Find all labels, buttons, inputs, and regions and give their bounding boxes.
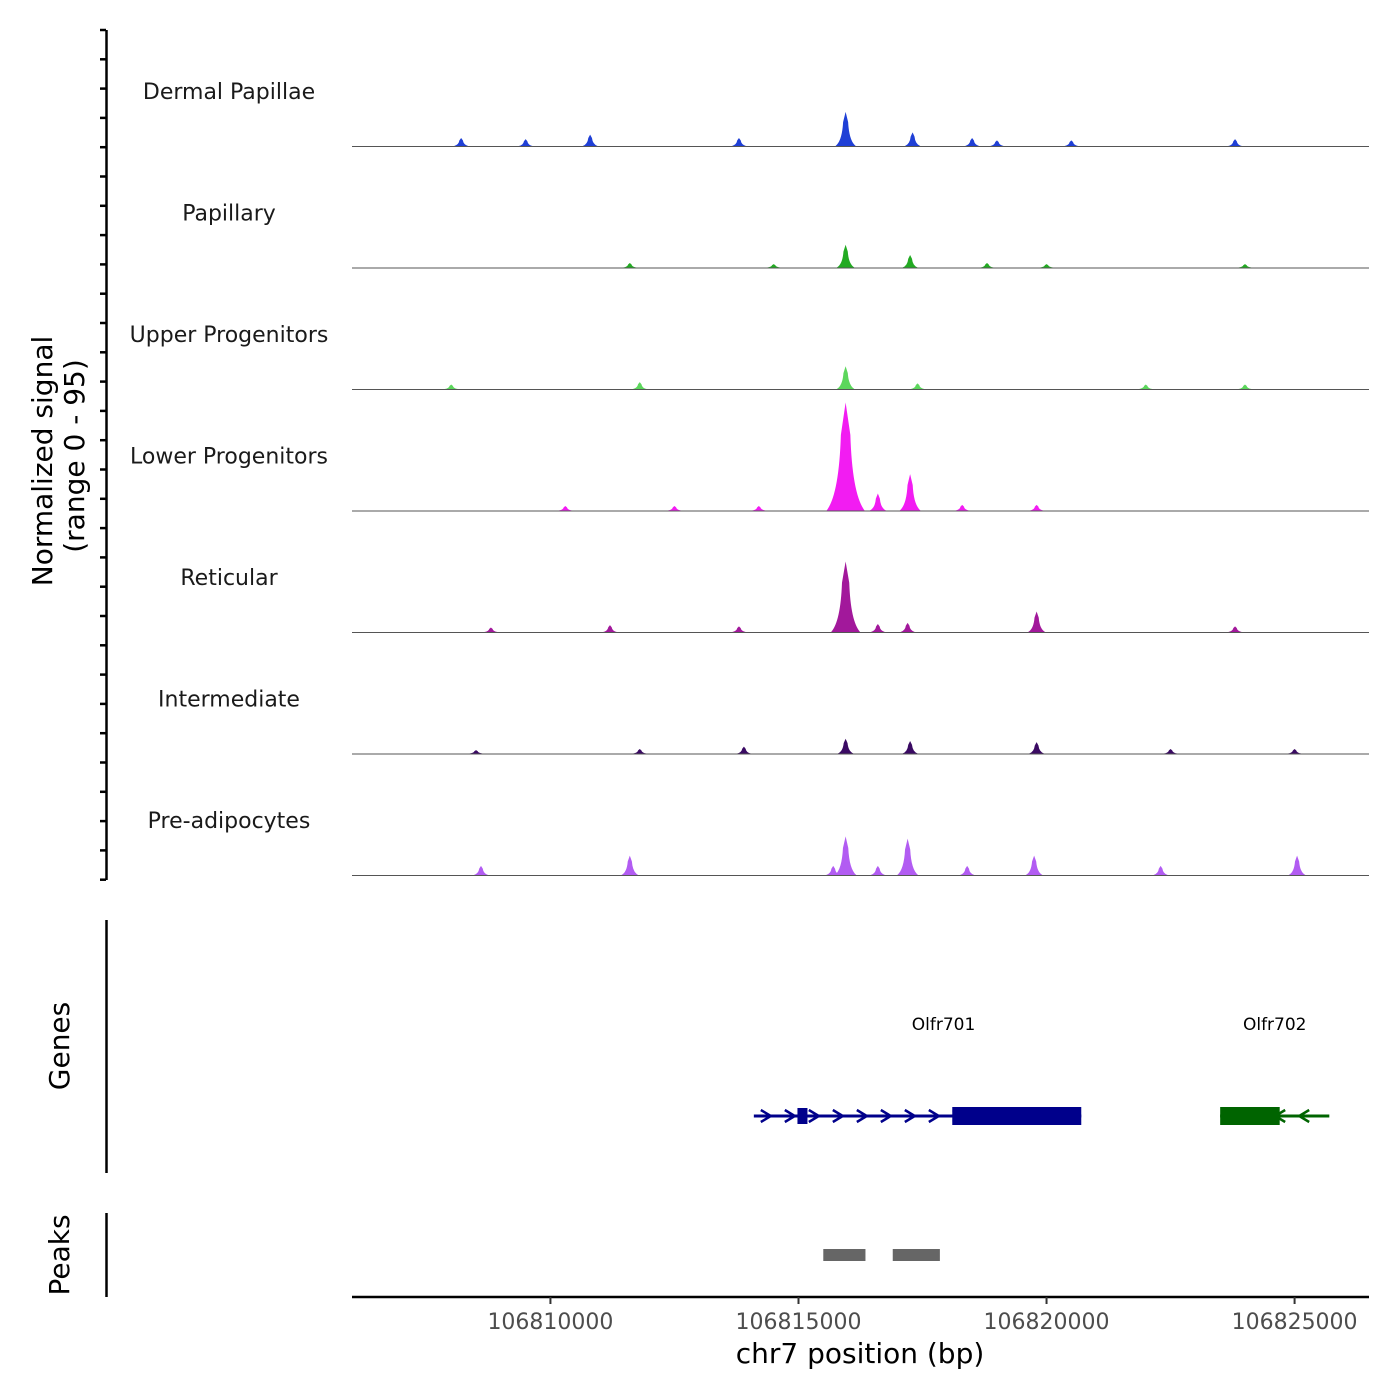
coverage-peak (826, 402, 865, 511)
gene-exon (797, 1108, 808, 1124)
y-axis-title: Normalized signal (26, 336, 59, 587)
coverage-peak (902, 740, 918, 754)
coverage-peak (1029, 742, 1044, 754)
coverage-peak (960, 865, 975, 875)
coverage-peak (902, 254, 918, 268)
genes-panel-title: Genes (43, 1002, 76, 1090)
coverage-peak (990, 140, 1004, 146)
track-label: Upper Progenitors (130, 323, 329, 348)
coverage-peak (518, 139, 533, 146)
coverage-peak (752, 505, 766, 511)
x-axis-ticks: 106810000 106815000 106820000 106825000 (487, 1297, 1358, 1335)
coverage-peak (1228, 139, 1242, 146)
x-tick-label: 106820000 (984, 1310, 1110, 1335)
coverage-peak (904, 132, 921, 146)
strand-arrow (856, 1108, 870, 1124)
coverage-peak (484, 627, 498, 632)
coverage-peak (1029, 504, 1044, 511)
coverage-peak (836, 244, 855, 268)
track-label: Dermal Papillae (143, 80, 315, 105)
track-label: Intermediate (158, 688, 300, 713)
coverage-peak (1139, 384, 1153, 389)
peaks-panel-title: Peaks (43, 1214, 76, 1295)
coverage-peak (826, 865, 841, 875)
coverage-peak (737, 746, 751, 754)
gene-name-label: Olfr702 (1243, 1015, 1307, 1035)
coverage-peak (1028, 611, 1046, 632)
strand-arrow (760, 1108, 774, 1124)
coverage-peak (869, 493, 886, 511)
coverage-peak (1064, 140, 1079, 146)
coverage-peak (870, 865, 885, 875)
coverage-peak (834, 836, 857, 875)
gene-annotations: Olfr701 Olfr702 (753, 1015, 1330, 1125)
coverage-peak (965, 138, 980, 146)
strand-arrow (880, 1108, 894, 1124)
coverage-peak (767, 264, 781, 268)
coverage-peak (1025, 855, 1043, 875)
coverage-peak (621, 855, 639, 875)
coverage-peak (603, 625, 617, 632)
track-label: Reticular (180, 566, 278, 591)
strand-arrow (784, 1108, 798, 1124)
coverage-peak (1238, 264, 1252, 268)
coverage-peak (910, 383, 925, 389)
coverage-peak (1238, 384, 1252, 389)
coverage-peak (899, 474, 921, 511)
x-tick-label: 106825000 (1232, 1310, 1358, 1335)
coverage-peak (900, 622, 915, 632)
peak-region (892, 1249, 940, 1261)
x-axis-title: chr7 position (bp) (736, 1337, 985, 1370)
coverage-peak (582, 134, 598, 146)
gene-name-label: Olfr701 (912, 1015, 976, 1035)
coverage-peak (897, 838, 918, 875)
track-labels: Dermal Papillae Papillary Upper Progenitor… (130, 80, 329, 834)
coverage-peak (623, 262, 637, 268)
gene-exon (1220, 1107, 1280, 1125)
coverage-peak (732, 138, 746, 146)
coverage-peak (633, 748, 647, 754)
y-axis-ticks (100, 28, 106, 881)
coverage-peak (667, 505, 682, 511)
track-label: Pre-adipocytes (148, 809, 311, 834)
strand-arrow (1296, 1108, 1310, 1124)
strand-arrow (928, 1108, 942, 1124)
coverage-peak (1164, 748, 1178, 754)
coverage-peak (1288, 855, 1306, 875)
strand-arrow (904, 1108, 918, 1124)
coverage-peak (1228, 626, 1242, 632)
coverage-peak (837, 738, 854, 754)
track-label: Lower Progenitors (130, 445, 328, 470)
coverage-peak (1288, 748, 1302, 754)
coverage-peak (955, 504, 969, 511)
coverage-peak (1040, 264, 1053, 268)
strand-arrow (832, 1108, 846, 1124)
coverage-peak (558, 505, 572, 511)
coverage-peak (831, 561, 861, 632)
coverage-tracks (352, 111, 1369, 876)
y-axis-range-label: (range 0 - 95) (58, 359, 91, 553)
coverage-peak (836, 366, 855, 389)
strand-arrow (808, 1108, 822, 1124)
peak-region (823, 1249, 866, 1261)
coverage-peak (732, 626, 746, 632)
coverage-peak (444, 384, 458, 389)
coverage-peak (1153, 865, 1168, 875)
coverage-peak (835, 111, 856, 146)
coverage-peak (632, 382, 647, 389)
gene-exon (952, 1107, 1082, 1125)
x-tick-label: 106815000 (735, 1310, 861, 1335)
peak-regions (823, 1249, 940, 1261)
coverage-peak (980, 262, 994, 268)
coverage-peak (469, 750, 483, 754)
coverage-peak (473, 865, 489, 875)
track-label: Papillary (182, 202, 276, 227)
x-tick-label: 106810000 (487, 1310, 613, 1335)
coverage-peak (454, 138, 469, 146)
coverage-peak (870, 624, 885, 632)
